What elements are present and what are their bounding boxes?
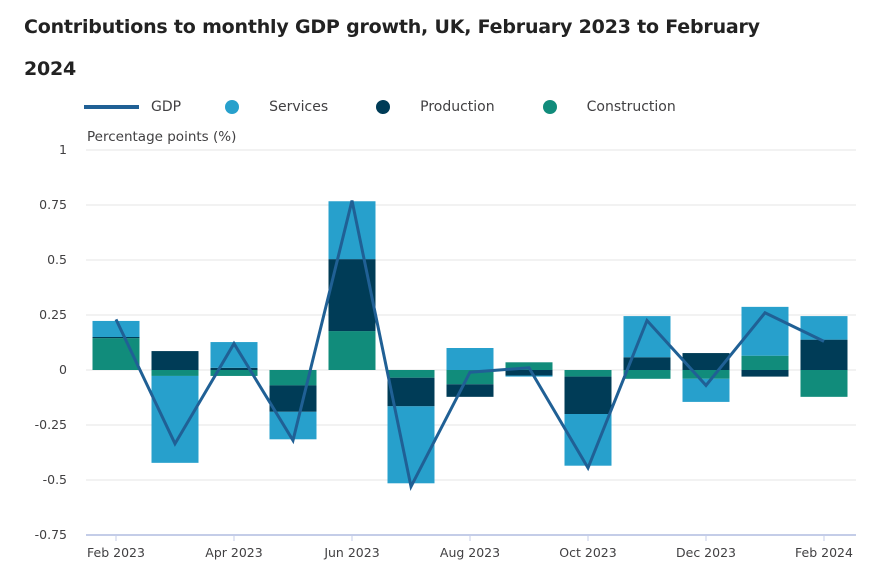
bar-production[interactable] [269,385,317,412]
chart-title: Contributions to monthly GDP growth, UK,… [24,16,760,80]
x-tick-label: Dec 2023 [676,545,736,560]
bar-services[interactable] [446,348,494,370]
services-dot-icon [225,100,240,114]
bar-construction[interactable] [446,370,494,385]
bar-construction[interactable] [800,370,848,397]
bar-services[interactable] [387,406,435,484]
y-tick-label: -0.25 [35,417,67,432]
x-tick-label: Jun 2023 [323,545,379,560]
bar-construction[interactable] [741,355,789,370]
bar-production[interactable] [92,337,140,339]
bar-production[interactable] [564,376,612,414]
legend-item-services[interactable]: Services [225,99,328,115]
bar-construction[interactable] [269,370,317,386]
bar-production[interactable] [505,370,553,376]
bar-services[interactable] [505,375,553,377]
bar-services[interactable] [682,378,730,402]
bar-construction[interactable] [623,370,671,379]
bar-production[interactable] [623,357,671,370]
bar-production[interactable] [741,370,789,377]
legend-item-production[interactable]: Production [376,99,495,115]
y-tick-label: 1 [59,142,67,157]
bar-construction[interactable] [151,370,199,376]
bar-services[interactable] [328,201,376,260]
bar-construction[interactable] [564,370,612,377]
bar-construction[interactable] [505,362,553,370]
bar-production[interactable] [151,351,199,370]
legend-label-gdp: GDP [151,99,182,115]
legend-label-construction: Construction [586,99,676,115]
y-tick-label: 0 [59,362,67,377]
bar-construction[interactable] [682,370,730,379]
x-tick-label: Feb 2024 [795,545,853,560]
gdp-line-layer [114,200,825,492]
bar-services[interactable] [800,316,848,340]
bar-services[interactable] [92,320,140,337]
y-tick-label: 0.5 [47,252,67,267]
x-tick-label: Aug 2023 [440,545,500,560]
bar-production[interactable] [682,353,730,370]
y-tick-label: 0.25 [39,307,67,322]
y-axis-ticks: 1 0.75 0.5 0.25 0 -0.25 -0.5 -0.75 [35,142,67,542]
production-dot-icon [376,100,391,114]
construction-dot-icon [542,100,557,114]
bar-production[interactable] [800,339,848,370]
legend-item-gdp[interactable]: GDP [84,99,181,115]
y-tick-label: -0.75 [35,527,67,542]
bar-production[interactable] [210,367,258,370]
legend-label-services: Services [269,99,329,115]
bar-production[interactable] [387,377,435,407]
gdp-line[interactable] [114,200,825,492]
x-tick-label: Feb 2023 [87,545,145,560]
bar-production[interactable] [446,384,494,397]
y-tick-label: 0.75 [39,197,67,212]
x-tick-label: Oct 2023 [559,545,616,560]
bar-construction[interactable] [387,370,435,378]
bars [92,201,848,484]
x-axis: Feb 2023 Apr 2023 Jun 2023 Aug 2023 Oct 2023… [87,535,853,560]
x-tick-label: Apr 2023 [205,545,262,560]
legend: GDP Services Production Construction [84,96,676,118]
legend-item-construction[interactable]: Construction [542,99,676,115]
bar-services[interactable] [151,375,199,463]
y-axis-label: Percentage points (%) [87,129,237,145]
bar-construction[interactable] [328,331,376,370]
legend-label-production: Production [420,99,495,115]
bar-construction[interactable] [210,370,258,376]
gdp-line-swatch-icon [84,105,139,109]
y-tick-label: -0.5 [43,472,67,487]
